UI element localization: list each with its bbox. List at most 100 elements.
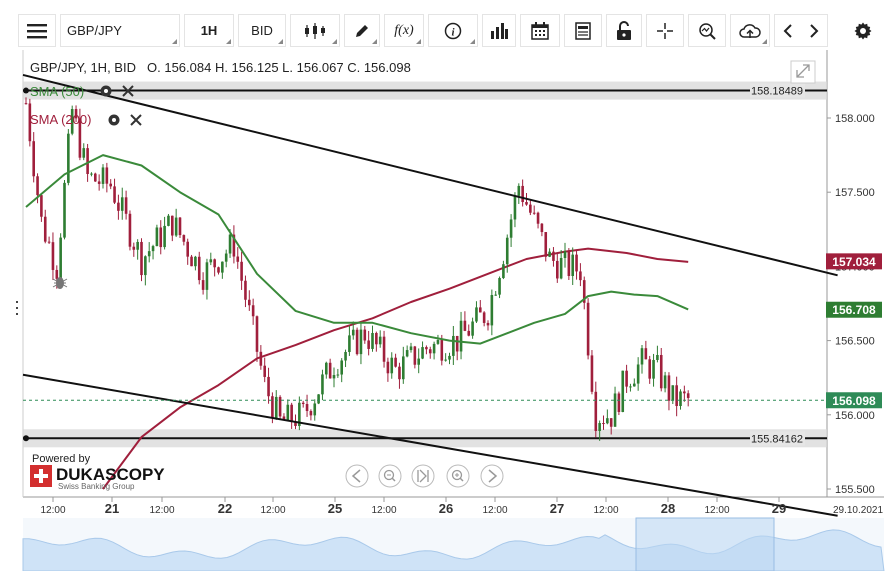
candle [321,369,324,401]
candle [117,194,120,220]
candle [436,334,440,345]
candle [598,420,601,441]
candle [432,341,436,360]
candle [663,371,667,393]
candle [521,179,524,207]
candle [171,215,174,242]
candle [105,162,109,193]
report-button[interactable] [564,14,602,47]
candle [197,251,201,285]
instrument-label: GBP/JPY, 1H, BID [30,60,136,75]
hamburger-icon [27,23,47,38]
candle [63,179,66,240]
zoom-in-button[interactable] [446,464,470,488]
candle [513,192,517,228]
settings-button[interactable] [846,14,880,47]
sma50-close-icon[interactable] [122,85,134,97]
candle [120,187,124,220]
candle [502,260,505,280]
symbol-selector[interactable]: GBP/JPY [60,14,180,47]
candle [463,311,467,332]
side-drag-handle[interactable] [16,301,18,315]
candle [151,244,155,260]
chart-type-button[interactable] [290,14,340,47]
info-button[interactable]: i [428,14,478,47]
x-tick-label: 12:00 [371,505,396,516]
timeframe-selector[interactable]: 1H [184,14,234,47]
chevron-right-icon[interactable] [810,23,819,38]
zoom-button[interactable] [688,14,726,47]
price-tag-label: 156.098 [832,394,876,408]
hline-2[interactable]: 155.84162 [23,429,827,448]
candle [144,255,147,286]
candle [575,250,578,280]
reset-view-button[interactable] [411,464,435,488]
scroll-right-button[interactable] [480,464,504,488]
x-tick-label: 12:00 [593,505,618,516]
candle [286,399,290,421]
navigator-panel[interactable] [22,517,885,571]
candle [97,174,101,191]
candle [382,330,386,368]
volume-button[interactable] [482,14,516,47]
navigator-window[interactable] [635,517,775,571]
unlock-icon [617,20,631,40]
zoom-out-button[interactable] [378,464,402,488]
trendline[interactable] [22,373,838,517]
candle [167,213,170,227]
side-selector[interactable]: BID [238,14,286,47]
indicators-button[interactable]: f(x) [384,14,424,47]
drawing-tools-button[interactable] [344,14,380,47]
price-tags: 157.034 156.708 156.098 [826,253,882,409]
trendline[interactable] [22,73,838,277]
candle [67,129,70,186]
chevron-left-icon[interactable] [783,23,792,38]
candle [140,238,143,282]
candle [128,210,132,251]
calendar-button[interactable] [520,14,560,47]
sma200-close-icon[interactable] [130,114,142,126]
candle [402,346,405,384]
candle [74,105,78,123]
candle [656,345,659,363]
sma50-settings-icon[interactable] [100,85,112,97]
candle [147,242,151,263]
chart-navigation [345,464,504,488]
x-tick-label: 12:00 [704,505,729,516]
candle [328,358,332,379]
x-tick-label: 26 [439,501,453,516]
x-tick-label: 27 [550,501,564,516]
candle [652,353,655,387]
candle [132,242,136,257]
trendlines-group [22,73,838,517]
candle [428,346,432,359]
hline-handle[interactable] [23,435,29,442]
plot-area [23,50,827,497]
crosshair-button[interactable] [646,14,684,47]
candle [540,223,544,237]
price-tag-label: 156.708 [832,303,876,317]
candle [409,342,413,353]
x-tick-label: 22 [218,501,232,516]
candle [486,320,490,331]
sma200-settings-icon[interactable] [108,114,120,126]
sma-200-group [102,247,689,490]
x-tick-label: 12:00 [149,505,174,516]
candle [221,261,224,279]
candle [278,395,282,419]
candle [536,211,540,229]
hline-handle[interactable] [23,87,29,94]
fullscreen-button[interactable] [790,60,816,84]
upload-button[interactable] [730,14,770,47]
reset-icon [417,469,429,483]
hline-label: 155.84162 [751,433,803,445]
zoom-out-icon [383,469,395,481]
candle [205,258,209,300]
candle [201,272,205,295]
cloud-upload-icon [739,23,761,38]
scroll-left-button[interactable] [345,464,369,488]
lock-button[interactable] [606,14,642,47]
hline-1[interactable]: 158.18489 [23,81,827,100]
menu-button[interactable] [18,14,56,47]
